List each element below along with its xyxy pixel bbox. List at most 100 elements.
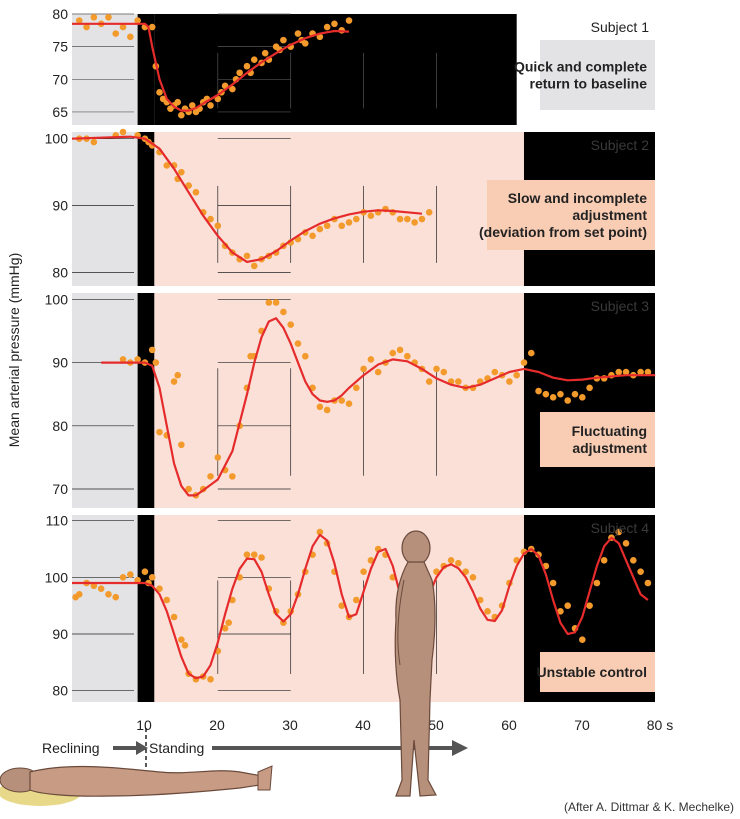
data-point bbox=[214, 222, 222, 230]
data-point bbox=[593, 579, 601, 587]
data-point bbox=[455, 559, 462, 567]
data-point bbox=[535, 387, 542, 395]
data-point bbox=[309, 232, 316, 240]
data-point bbox=[586, 602, 593, 609]
data-point bbox=[396, 346, 404, 354]
y-tick-label: 65 bbox=[52, 104, 68, 120]
note-text: Fluctuating bbox=[572, 423, 647, 439]
data-point bbox=[156, 89, 163, 96]
note-box bbox=[540, 40, 655, 110]
note-box bbox=[487, 180, 655, 250]
reclining-person-illustration bbox=[0, 765, 273, 806]
data-point bbox=[178, 441, 185, 449]
data-point bbox=[404, 215, 411, 223]
data-point bbox=[83, 23, 90, 31]
data-point bbox=[579, 636, 586, 643]
data-point bbox=[134, 356, 141, 363]
data-point bbox=[520, 359, 528, 366]
data-point bbox=[265, 299, 273, 306]
x-tick-label: 70 bbox=[574, 717, 590, 733]
x-tick-label: 60 bbox=[501, 717, 517, 733]
data-point bbox=[622, 540, 630, 547]
data-point bbox=[549, 394, 557, 401]
data-point bbox=[579, 394, 586, 401]
data-point bbox=[127, 571, 134, 578]
data-point bbox=[243, 551, 251, 558]
note-text: return to baseline bbox=[530, 76, 648, 92]
data-point bbox=[112, 30, 120, 37]
data-point bbox=[229, 85, 236, 93]
data-point bbox=[207, 676, 214, 683]
data-point bbox=[214, 454, 222, 461]
y-tick-label: 80 bbox=[52, 683, 68, 699]
data-point bbox=[225, 619, 233, 626]
y-tick-label: 90 bbox=[52, 198, 68, 214]
data-point bbox=[353, 215, 360, 223]
data-point bbox=[316, 528, 324, 536]
data-point bbox=[75, 591, 83, 598]
standing-arrowhead bbox=[452, 740, 468, 756]
data-point bbox=[644, 368, 652, 376]
data-point bbox=[644, 579, 652, 587]
data-point bbox=[542, 390, 550, 398]
data-point bbox=[250, 262, 258, 270]
standing-background bbox=[154, 132, 524, 286]
data-point bbox=[185, 182, 192, 189]
data-point bbox=[586, 384, 593, 392]
data-point bbox=[425, 378, 433, 385]
data-point bbox=[170, 378, 178, 385]
standing-background bbox=[154, 515, 524, 702]
note-text: Quick and complete bbox=[514, 59, 647, 75]
data-point bbox=[440, 368, 448, 376]
data-point bbox=[272, 299, 280, 306]
data-point bbox=[174, 371, 182, 379]
data-point bbox=[367, 557, 375, 564]
panel-subject-4: 80 90 100 110 Subject 4 Unstable control bbox=[45, 513, 655, 702]
data-point bbox=[345, 17, 353, 24]
note-text: (deviation from set point) bbox=[479, 224, 647, 240]
data-point bbox=[250, 551, 258, 558]
data-point bbox=[170, 613, 178, 621]
transition-band bbox=[137, 14, 155, 125]
standing-background bbox=[154, 14, 517, 125]
data-point bbox=[119, 23, 127, 31]
data-point bbox=[331, 20, 338, 28]
y-tick-label: 100 bbox=[45, 569, 69, 585]
data-point bbox=[411, 219, 418, 226]
dark-background bbox=[523, 293, 655, 508]
note-text: adjustment bbox=[572, 207, 647, 223]
data-point bbox=[637, 368, 644, 376]
x-tick-label: 50 bbox=[428, 717, 444, 733]
data-point bbox=[367, 356, 375, 363]
standing-label: Standing bbox=[149, 740, 204, 756]
data-point bbox=[105, 591, 112, 598]
data-point bbox=[134, 17, 141, 24]
panel-subject-2: 80 90 100 Subject 2 Slow and incompleteadjus… bbox=[45, 128, 655, 286]
data-point bbox=[447, 557, 455, 564]
data-point bbox=[261, 49, 269, 57]
data-point bbox=[280, 308, 287, 316]
trend-curve bbox=[72, 22, 350, 112]
data-point bbox=[221, 625, 229, 632]
data-point bbox=[338, 397, 346, 404]
data-point bbox=[141, 568, 149, 575]
data-point bbox=[476, 596, 484, 604]
data-point bbox=[178, 111, 185, 119]
data-point bbox=[513, 371, 520, 379]
y-tick-label: 100 bbox=[45, 291, 69, 307]
y-axis-label: Mean arterial pressure (mmHg) bbox=[6, 253, 22, 448]
data-point bbox=[134, 576, 141, 584]
data-point bbox=[97, 585, 105, 592]
data-point bbox=[152, 359, 160, 366]
data-point bbox=[258, 554, 265, 561]
data-point bbox=[287, 321, 295, 328]
reclining-background bbox=[72, 132, 138, 286]
data-point bbox=[207, 473, 214, 480]
note-box bbox=[540, 652, 655, 692]
data-point bbox=[353, 596, 360, 604]
reclining-arrowhead bbox=[136, 741, 148, 755]
data-point bbox=[163, 162, 171, 169]
data-point bbox=[338, 602, 346, 609]
